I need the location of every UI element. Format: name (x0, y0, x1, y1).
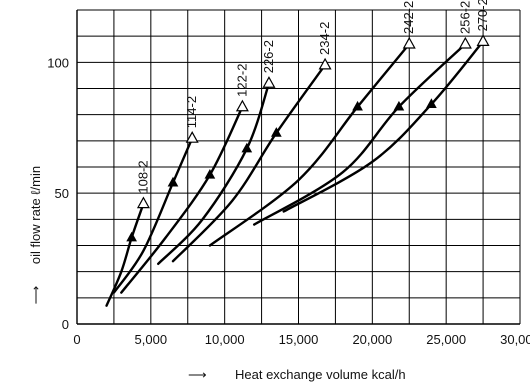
series-line-270-2 (282, 40, 485, 213)
open-triangle-marker (136, 196, 150, 209)
series-line-256-2 (253, 42, 467, 226)
series-line-122-2 (120, 105, 244, 294)
open-triangle-marker (458, 36, 472, 49)
series-label: 226-2 (261, 40, 276, 73)
series-label-layer: 108-2 114-2 122-2 226-2 234-2 242-2 256-2 270-2 (135, 0, 490, 194)
x-axis-label: Heat exchange volume kcal/h (235, 367, 406, 382)
filled-triangle-marker (352, 100, 363, 111)
x-tick-label: 0 (73, 332, 80, 347)
x-tick-label: 20,000 (352, 332, 392, 347)
x-tick-label: 25,000 (426, 332, 466, 347)
open-triangle-marker (235, 99, 249, 112)
x-axis-arrow: ⟶ (188, 367, 207, 382)
series-label: 270-2 (475, 0, 490, 31)
filled-triangle-marker (271, 127, 282, 137)
y-axis-arrow: ⟶ (28, 286, 43, 305)
x-tick-label: 30,000 (500, 332, 530, 347)
series-layer (105, 40, 485, 307)
series-label: 114-2 (184, 96, 199, 128)
open-triangle-marker (318, 57, 332, 70)
series-label: 108-2 (135, 160, 150, 193)
y-tick-label: 50 (55, 186, 69, 201)
open-triangle-marker (185, 131, 199, 143)
filled-triangle-marker (126, 231, 137, 242)
series-label: 256-2 (457, 1, 472, 34)
y-tick-label: 0 (62, 317, 69, 332)
x-tick-label: 5,000 (135, 332, 168, 347)
filled-triangle-marker (241, 142, 253, 153)
series-line-242-2 (208, 42, 411, 247)
filled-triangle-marker (393, 100, 405, 111)
y-tick-label: 100 (47, 55, 69, 70)
open-triangle-marker (476, 34, 490, 46)
marker-layer (126, 34, 490, 242)
filled-triangle-marker (204, 168, 216, 179)
tick-label-layer: 0 5,000 10,000 15,000 20,000 25,000 30,000 0 50 1… (47, 55, 530, 347)
open-triangle-marker (402, 36, 416, 49)
series-label: 122-2 (234, 64, 249, 97)
x-tick-label: 10,000 (205, 332, 245, 347)
series-label: 234-2 (317, 22, 332, 55)
y-axis-label: oil flow rate ℓ/min (28, 166, 43, 264)
series-line-226-2 (157, 82, 271, 266)
open-triangle-marker (262, 76, 276, 88)
series-line-108-2 (105, 202, 145, 307)
series-line-234-2 (171, 63, 327, 263)
x-tick-label: 15,000 (279, 332, 319, 347)
series-label: 242-2 (401, 1, 416, 34)
series-line-114-2 (112, 137, 194, 294)
filled-triangle-marker (167, 176, 179, 187)
filled-triangle-marker (426, 98, 437, 108)
